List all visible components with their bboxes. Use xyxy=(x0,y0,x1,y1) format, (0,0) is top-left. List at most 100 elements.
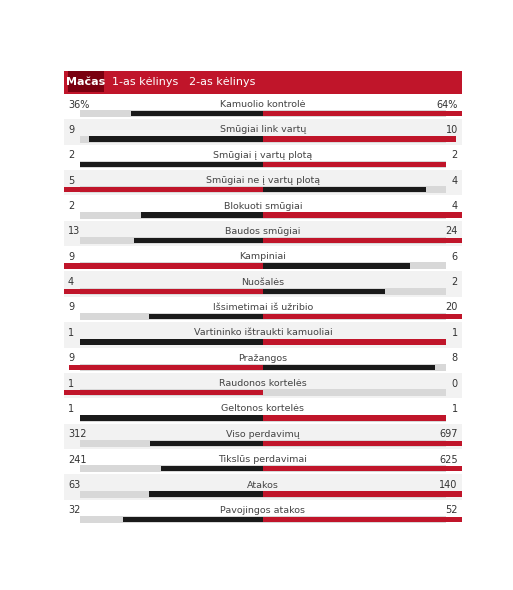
FancyBboxPatch shape xyxy=(80,162,263,167)
FancyBboxPatch shape xyxy=(64,500,462,525)
FancyBboxPatch shape xyxy=(263,136,456,142)
FancyBboxPatch shape xyxy=(80,161,446,168)
Text: 36%: 36% xyxy=(68,100,89,110)
Text: 0: 0 xyxy=(452,379,458,389)
FancyBboxPatch shape xyxy=(80,237,446,244)
Text: 1: 1 xyxy=(452,328,458,338)
FancyBboxPatch shape xyxy=(80,364,446,371)
Text: 1: 1 xyxy=(68,379,74,389)
Text: 2-as kėlinys: 2-as kėlinys xyxy=(189,77,255,87)
Text: Pražangos: Pražangos xyxy=(239,353,287,363)
Text: Kampiniai: Kampiniai xyxy=(240,253,286,261)
Text: 1-as kėlinys: 1-as kėlinys xyxy=(112,77,178,87)
Text: 9: 9 xyxy=(68,125,74,135)
FancyBboxPatch shape xyxy=(80,440,446,447)
FancyBboxPatch shape xyxy=(64,398,462,424)
FancyBboxPatch shape xyxy=(64,373,462,398)
FancyBboxPatch shape xyxy=(263,314,513,319)
FancyBboxPatch shape xyxy=(80,339,263,345)
Text: 625: 625 xyxy=(439,455,458,465)
Text: 4: 4 xyxy=(68,277,74,287)
Text: 2: 2 xyxy=(451,150,458,160)
FancyBboxPatch shape xyxy=(263,111,498,116)
Text: 312: 312 xyxy=(68,430,87,440)
FancyBboxPatch shape xyxy=(64,221,462,246)
Text: Išsimetimai iš užribio: Išsimetimai iš užribio xyxy=(213,303,313,312)
FancyBboxPatch shape xyxy=(64,449,462,474)
Text: 9: 9 xyxy=(68,353,74,363)
FancyBboxPatch shape xyxy=(141,212,263,218)
FancyBboxPatch shape xyxy=(80,263,446,270)
FancyBboxPatch shape xyxy=(263,187,426,192)
FancyBboxPatch shape xyxy=(80,415,263,421)
FancyBboxPatch shape xyxy=(89,136,263,142)
FancyBboxPatch shape xyxy=(64,271,462,297)
Text: 63: 63 xyxy=(68,480,80,490)
FancyBboxPatch shape xyxy=(64,94,462,119)
FancyBboxPatch shape xyxy=(64,474,462,500)
Text: 4: 4 xyxy=(452,176,458,186)
FancyBboxPatch shape xyxy=(80,186,446,194)
Text: 1: 1 xyxy=(68,328,74,338)
Text: Vartininko ištraukti kamuoliai: Vartininko ištraukti kamuoliai xyxy=(193,329,332,337)
Text: Smūgiai link vartų: Smūgiai link vartų xyxy=(220,126,306,135)
Text: 1: 1 xyxy=(68,404,74,414)
FancyBboxPatch shape xyxy=(64,322,462,348)
FancyBboxPatch shape xyxy=(64,246,462,271)
Text: Raudonos kortelės: Raudonos kortelės xyxy=(219,379,307,388)
FancyBboxPatch shape xyxy=(64,195,462,221)
FancyBboxPatch shape xyxy=(60,187,263,192)
Text: 4: 4 xyxy=(452,201,458,211)
FancyBboxPatch shape xyxy=(263,441,513,446)
FancyBboxPatch shape xyxy=(80,212,446,219)
FancyBboxPatch shape xyxy=(263,466,513,471)
Text: Nuošalės: Nuošalės xyxy=(241,278,285,287)
Text: 5: 5 xyxy=(68,176,74,186)
Text: Geltonos kortelės: Geltonos kortelės xyxy=(222,404,304,414)
Text: 10: 10 xyxy=(446,125,458,135)
FancyBboxPatch shape xyxy=(131,111,263,116)
FancyBboxPatch shape xyxy=(263,365,436,370)
Text: 52: 52 xyxy=(445,506,458,516)
FancyBboxPatch shape xyxy=(64,71,462,94)
Text: 8: 8 xyxy=(452,353,458,363)
Text: 2: 2 xyxy=(68,201,74,211)
FancyBboxPatch shape xyxy=(64,145,462,170)
FancyBboxPatch shape xyxy=(64,170,462,195)
Text: 9: 9 xyxy=(68,252,74,262)
FancyBboxPatch shape xyxy=(80,110,446,117)
Text: Blokuoti smūgiai: Blokuoti smūgiai xyxy=(224,202,302,211)
Text: 64%: 64% xyxy=(437,100,458,110)
FancyBboxPatch shape xyxy=(64,119,462,145)
Text: Viso perdavimų: Viso perdavimų xyxy=(226,430,300,439)
FancyBboxPatch shape xyxy=(80,466,446,472)
FancyBboxPatch shape xyxy=(150,441,263,446)
Text: 241: 241 xyxy=(68,455,87,465)
FancyBboxPatch shape xyxy=(263,517,490,522)
FancyBboxPatch shape xyxy=(263,162,446,167)
FancyBboxPatch shape xyxy=(149,314,263,319)
Text: 1: 1 xyxy=(452,404,458,414)
FancyBboxPatch shape xyxy=(80,313,446,320)
Text: 24: 24 xyxy=(445,227,458,237)
Text: Baudos smūgiai: Baudos smūgiai xyxy=(225,227,301,236)
Text: 20: 20 xyxy=(445,303,458,313)
FancyBboxPatch shape xyxy=(263,491,513,497)
FancyBboxPatch shape xyxy=(43,263,263,268)
FancyBboxPatch shape xyxy=(263,339,446,345)
FancyBboxPatch shape xyxy=(263,238,501,243)
Text: 6: 6 xyxy=(452,252,458,262)
FancyBboxPatch shape xyxy=(0,390,263,395)
Text: 2: 2 xyxy=(451,277,458,287)
FancyBboxPatch shape xyxy=(80,136,446,143)
Text: 32: 32 xyxy=(68,506,81,516)
FancyBboxPatch shape xyxy=(80,415,446,421)
FancyBboxPatch shape xyxy=(80,339,446,345)
Text: Mačas: Mačas xyxy=(66,77,106,87)
FancyBboxPatch shape xyxy=(80,389,446,396)
FancyBboxPatch shape xyxy=(69,365,263,370)
FancyBboxPatch shape xyxy=(263,289,385,294)
FancyBboxPatch shape xyxy=(18,289,263,294)
Text: 9: 9 xyxy=(68,303,74,313)
Text: 140: 140 xyxy=(440,480,458,490)
